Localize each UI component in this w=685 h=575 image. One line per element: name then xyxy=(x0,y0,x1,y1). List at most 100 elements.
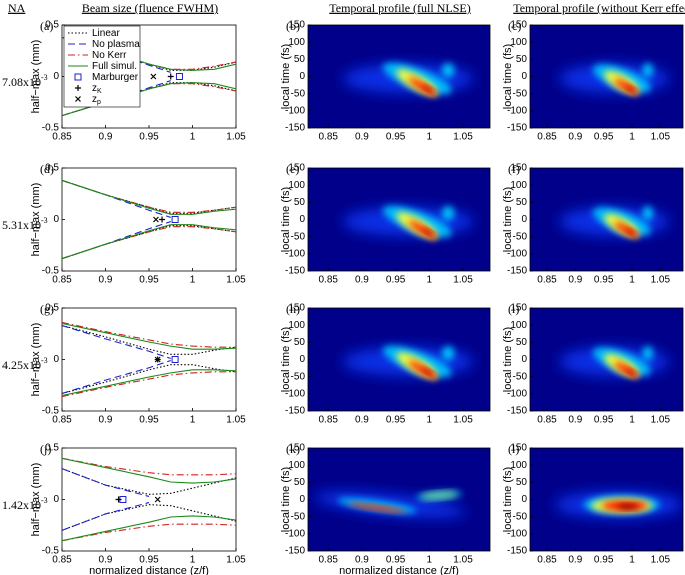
y-tick-label: -100 xyxy=(507,105,527,116)
legend-label: No Kerr xyxy=(92,50,127,61)
panel-label: (a) xyxy=(40,19,53,33)
axes-frame xyxy=(61,167,237,272)
y-tick-label: 100 xyxy=(288,37,305,48)
x-tick-label: 0.9 xyxy=(99,555,113,566)
series-line xyxy=(62,224,236,260)
y-axis-label: local time (fs) xyxy=(502,44,514,109)
panel: -150 -100 -50 0 50 100 150 0.85 0.9 0.95 1 1.05 (c) l… xyxy=(502,19,684,143)
y-tick-label: 50 xyxy=(516,54,528,65)
y-tick-label: 150 xyxy=(510,303,527,314)
marker-plus xyxy=(75,85,81,91)
series-line xyxy=(62,468,150,497)
x-tick-label: 0.9 xyxy=(568,415,582,426)
series-line xyxy=(62,179,236,213)
x-tick-label: 0.95 xyxy=(139,132,159,143)
series-line xyxy=(62,321,236,348)
marker-plus xyxy=(159,216,166,223)
series-line xyxy=(62,502,150,531)
y-tick-label: -0.5 xyxy=(42,266,60,277)
y-tick-label: 0 xyxy=(299,494,305,505)
legend-text: Full simul. xyxy=(92,61,137,72)
x-tick-label: 1.05 xyxy=(453,132,473,143)
na-exponent: -3 xyxy=(41,356,48,365)
series-line xyxy=(62,371,236,398)
y-tick-label: 100 xyxy=(510,180,527,191)
heatmap-blob xyxy=(441,63,455,78)
x-tick-label: 0.9 xyxy=(355,275,369,286)
heatmap-blob xyxy=(625,228,637,236)
x-tick-label: 0.95 xyxy=(594,555,614,566)
y-tick-label: 0.5 xyxy=(45,303,59,314)
column-title: Temporal profile (full NLSE) xyxy=(329,1,470,15)
panel-label: (e) xyxy=(286,162,299,176)
heatmap-blob xyxy=(415,489,463,501)
marker-cross xyxy=(154,356,161,363)
heatmap-blob xyxy=(421,84,435,93)
legend-label: No plasma xyxy=(92,39,140,50)
y-tick-label: 150 xyxy=(510,443,527,454)
y-tick-label: 100 xyxy=(288,180,305,191)
y-tick-label: 0 xyxy=(299,71,305,82)
panel: -150 -100 -50 0 50 100 150 0.85 0.9 0.95 1 1.05 (f) l… xyxy=(502,162,684,286)
legend-text: z xyxy=(92,94,97,105)
x-tick-label: 0.95 xyxy=(139,555,159,566)
y-tick-label: -150 xyxy=(285,546,305,557)
marker-cross xyxy=(154,496,161,503)
na-label: 7.08x10-3 xyxy=(2,73,48,89)
x-tick-label: 1 xyxy=(427,132,433,143)
axes-frame xyxy=(61,307,237,412)
y-axis-label: half−max (mm) xyxy=(30,323,42,397)
x-tick-label: 1 xyxy=(190,555,196,566)
x-tick-label: 0.95 xyxy=(386,275,406,286)
na-exponent: -3 xyxy=(41,496,48,505)
panel-label: (f) xyxy=(508,162,520,176)
heatmap-blob xyxy=(421,227,435,236)
panel: -150 -100 -50 0 50 100 150 0.85 0.9 0.95 1 1.05 (i) l… xyxy=(502,302,684,426)
na-label: 4.25x10-3 xyxy=(2,356,48,372)
legend-subscript: p xyxy=(97,99,101,106)
y-tick-label: 0 xyxy=(521,354,527,365)
x-tick-label: 1.05 xyxy=(226,415,246,426)
x-tick-label: 0.85 xyxy=(318,275,338,286)
x-tick-label: 1 xyxy=(190,132,196,143)
marker-square xyxy=(171,356,179,363)
heatmap-blob xyxy=(441,206,455,221)
series-line xyxy=(62,322,236,350)
panel-label: (k) xyxy=(286,442,300,456)
heatmap xyxy=(308,25,490,128)
panel-label: (c) xyxy=(508,19,521,33)
y-tick-label: 50 xyxy=(516,337,528,348)
y-tick-label: -0.5 xyxy=(42,123,60,134)
x-tick-label: 0.95 xyxy=(386,132,406,143)
x-tick-label: 1.05 xyxy=(453,555,473,566)
na-mantissa: 7.08x10 xyxy=(2,75,41,89)
heatmap-blob xyxy=(441,346,455,361)
series-line xyxy=(62,369,236,397)
y-tick-label: 100 xyxy=(510,37,527,48)
x-tick-label: 1.05 xyxy=(453,275,473,286)
y-tick-label: -150 xyxy=(285,406,305,417)
panel: -150 -100 -50 0 50 100 150 0.85 0.9 0.95 1 1.05 (k) l… xyxy=(280,442,491,575)
y-axis-label: local time (fs) xyxy=(502,187,514,252)
y-tick-label: 0 xyxy=(521,71,527,82)
x-tick-label: 1.05 xyxy=(651,275,671,286)
x-tick-label: 1 xyxy=(427,415,433,426)
x-tick-label: 0.9 xyxy=(99,415,113,426)
x-tick-label: 1.05 xyxy=(453,415,473,426)
na-label: 1.42x10-3 xyxy=(2,496,48,512)
panel: -150 -100 -50 0 50 100 150 0.85 0.9 0.95 1 1.05 (e) l… xyxy=(280,162,491,286)
y-tick-label: -50 xyxy=(291,511,306,522)
heatmap xyxy=(530,448,683,551)
y-tick-label: -100 xyxy=(285,248,305,259)
na-mantissa: 4.25x10 xyxy=(2,358,41,372)
y-tick-label: 0 xyxy=(53,71,59,82)
na-mantissa: 1.42x10 xyxy=(2,498,41,512)
x-tick-label: 1 xyxy=(427,275,433,286)
legend-subscript: K xyxy=(97,88,102,95)
panel: -0.5 0 0.5 0.85 0.9 0.95 1 1.05 (j) half−max (mm)… xyxy=(30,442,246,575)
y-tick-label: 50 xyxy=(294,477,306,488)
x-tick-label: 1 xyxy=(629,415,635,426)
y-axis-label: local time (fs) xyxy=(502,467,514,532)
y-axis-label: local time (fs) xyxy=(502,327,514,392)
y-axis-label: half−max (mm) xyxy=(30,183,42,257)
